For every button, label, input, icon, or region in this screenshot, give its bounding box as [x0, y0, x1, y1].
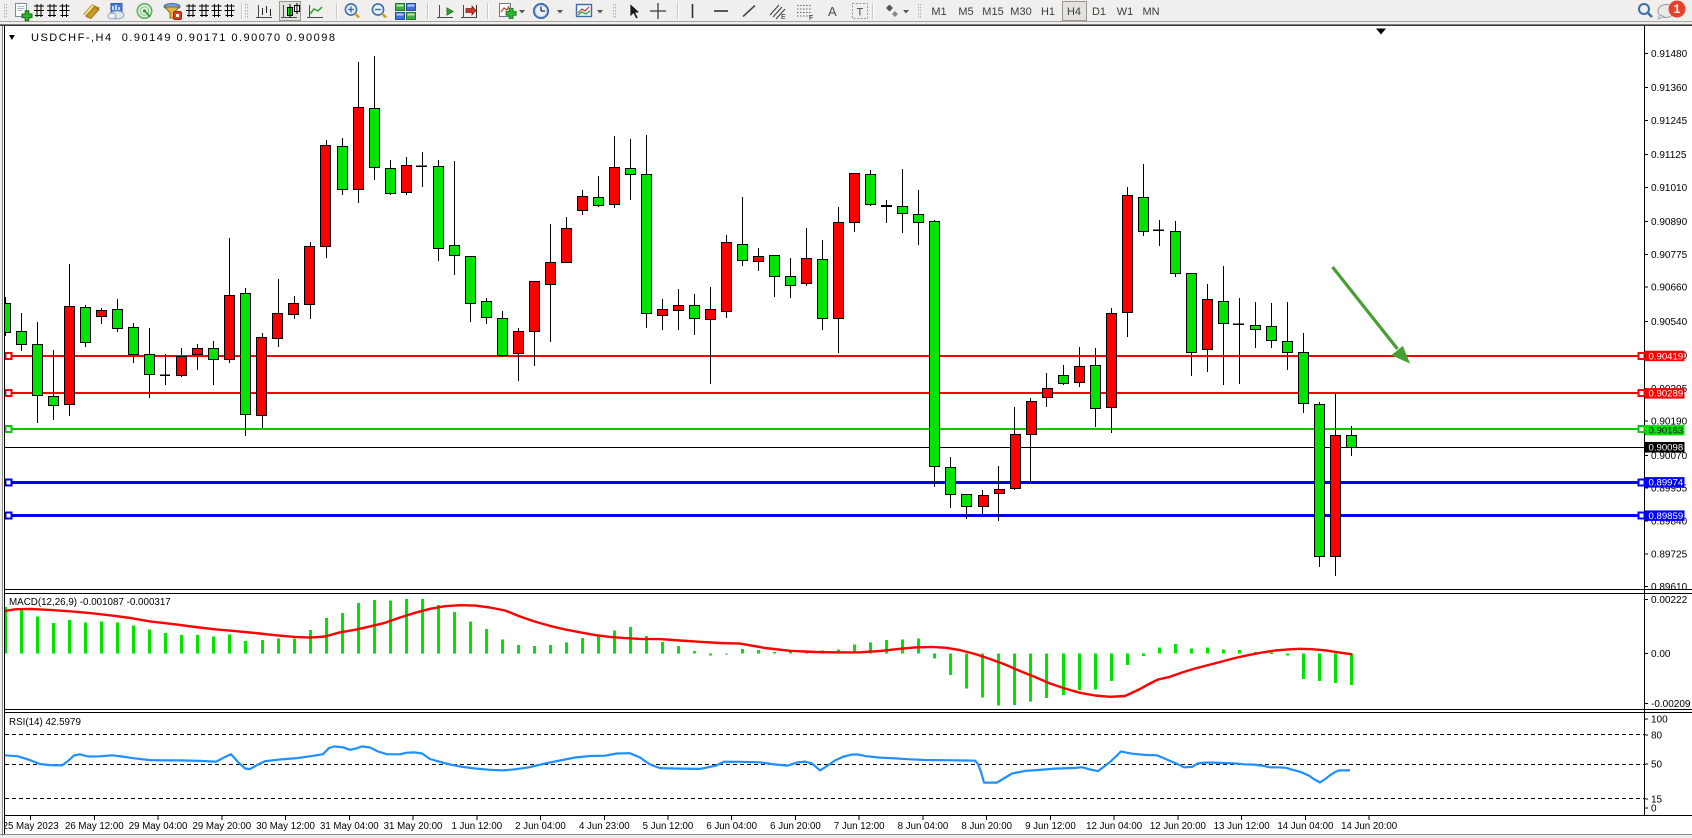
svg-text:31 May 20:00: 31 May 20:00: [384, 821, 443, 832]
svg-text:0.00: 0.00: [1651, 649, 1671, 660]
svg-text:8 Jun 04:00: 8 Jun 04:00: [898, 821, 949, 832]
svg-text:M1: M1: [931, 6, 946, 18]
svg-text:0.90775: 0.90775: [1651, 250, 1688, 261]
svg-text:0.90660: 0.90660: [1651, 283, 1688, 294]
svg-text:0.90098: 0.90098: [1649, 443, 1684, 454]
svg-text:1 Jun 12:00: 1 Jun 12:00: [451, 821, 502, 832]
svg-text:13 Jun 12:00: 13 Jun 12:00: [1214, 821, 1271, 832]
svg-text:31 May 04:00: 31 May 04:00: [320, 821, 379, 832]
svg-text:7 Jun 12:00: 7 Jun 12:00: [834, 821, 885, 832]
svg-text:M30: M30: [1010, 6, 1031, 18]
svg-text:30 May 12:00: 30 May 12:00: [256, 821, 315, 832]
svg-text:0.91010: 0.91010: [1651, 183, 1688, 194]
svg-text:0.89610: 0.89610: [1651, 582, 1688, 593]
svg-text:0.91245: 0.91245: [1651, 116, 1688, 127]
svg-text:M15: M15: [982, 6, 1003, 18]
svg-text:0.90070: 0.90070: [1651, 451, 1688, 462]
svg-text:0.89859: 0.89859: [1649, 511, 1684, 522]
svg-text:12 Jun 20:00: 12 Jun 20:00: [1150, 821, 1207, 832]
svg-text:H1: H1: [1041, 6, 1055, 18]
svg-text:14 Jun 04:00: 14 Jun 04:00: [1277, 821, 1334, 832]
svg-text:9 Jun 12:00: 9 Jun 12:00: [1025, 821, 1076, 832]
svg-text:0.90289: 0.90289: [1649, 389, 1684, 400]
svg-text:25 May 2023: 25 May 2023: [3, 821, 59, 832]
svg-text:2 Jun 04:00: 2 Jun 04:00: [515, 821, 566, 832]
svg-text:0.91125: 0.91125: [1651, 150, 1687, 161]
svg-text:14 Jun 20:00: 14 Jun 20:00: [1341, 821, 1398, 832]
svg-text:0.00222: 0.00222: [1651, 595, 1688, 606]
svg-text:15: 15: [1651, 795, 1663, 806]
svg-text:0.89974: 0.89974: [1649, 478, 1684, 489]
svg-text:0.90190: 0.90190: [1651, 417, 1688, 428]
svg-text:RSI(14) 42.5979: RSI(14) 42.5979: [9, 717, 81, 728]
svg-text:USDCHF-,H4 0.90149 0.90171 0.: USDCHF-,H4 0.90149 0.90171 0.90070 0.900…: [31, 32, 336, 44]
svg-text:MACD(12,26,9) -0.001087 -0.000: MACD(12,26,9) -0.001087 -0.000317: [9, 597, 171, 608]
svg-text:D1: D1: [1092, 6, 1106, 18]
svg-text:A: A: [828, 4, 837, 19]
svg-text:F: F: [809, 15, 813, 22]
svg-text:29 May 04:00: 29 May 04:00: [129, 821, 188, 832]
svg-text:12 Jun 04:00: 12 Jun 04:00: [1086, 821, 1143, 832]
svg-text:0.91480: 0.91480: [1651, 49, 1688, 60]
svg-text:26 May 12:00: 26 May 12:00: [65, 821, 124, 832]
svg-text:0: 0: [1651, 804, 1657, 815]
svg-text:6 Jun 20:00: 6 Jun 20:00: [770, 821, 821, 832]
svg-text:0.89725: 0.89725: [1651, 549, 1688, 560]
svg-text:1: 1: [1674, 2, 1681, 16]
svg-text:29 May 20:00: 29 May 20:00: [192, 821, 251, 832]
svg-text:0.90163: 0.90163: [1649, 426, 1684, 437]
svg-text:0.89955: 0.89955: [1651, 484, 1688, 495]
svg-text:50: 50: [1651, 760, 1663, 771]
svg-text:E: E: [781, 14, 786, 21]
svg-text:0.91360: 0.91360: [1651, 83, 1688, 94]
svg-text:6 Jun 04:00: 6 Jun 04:00: [706, 821, 757, 832]
svg-text:-0.00209: -0.00209: [1651, 699, 1691, 710]
svg-text:MN: MN: [1142, 6, 1159, 18]
svg-text:M5: M5: [958, 6, 973, 18]
svg-text:5 Jun 12:00: 5 Jun 12:00: [643, 821, 694, 832]
svg-text:0.90540: 0.90540: [1651, 317, 1688, 328]
svg-text:W1: W1: [1117, 6, 1134, 18]
svg-text:100: 100: [1651, 715, 1668, 726]
svg-text:T: T: [857, 7, 864, 19]
svg-text:0.90890: 0.90890: [1651, 217, 1688, 228]
svg-text:H4: H4: [1067, 6, 1081, 18]
svg-text:8 Jun 20:00: 8 Jun 20:00: [961, 821, 1012, 832]
svg-text:0.89840: 0.89840: [1651, 517, 1688, 528]
svg-text:0.90419: 0.90419: [1649, 351, 1684, 362]
svg-text:80: 80: [1651, 731, 1663, 742]
svg-text:4 Jun 23:00: 4 Jun 23:00: [579, 821, 630, 832]
